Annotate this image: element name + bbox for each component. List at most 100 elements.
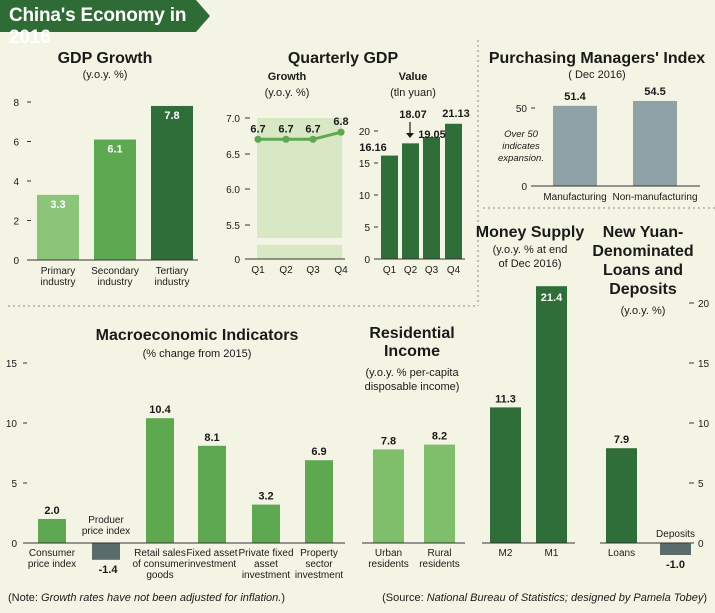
line-subtitle: (y.o.y. %) [265, 87, 310, 99]
y-tick-label: 0 [698, 539, 704, 550]
y-tick-label: 5 [11, 479, 17, 490]
x-tick-label: of consumer [132, 559, 188, 570]
data-label: 3.2 [258, 491, 273, 503]
data-label: 51.4 [564, 91, 586, 103]
note-text: (Note: Growth rates have not been adjust… [8, 592, 285, 604]
plot-area [257, 245, 342, 259]
y-tick-label: 5.5 [226, 221, 240, 232]
bar [633, 100, 677, 186]
data-point [282, 135, 290, 143]
x-tick-label: Q2 [279, 265, 293, 276]
title-banner-shape [0, 0, 210, 32]
data-point [309, 135, 317, 143]
y-tick-label: 50 [516, 104, 528, 115]
data-point [337, 128, 345, 136]
macro-title: Macroeconomic Indicators [96, 327, 299, 344]
x-tick-label: Tertiary [156, 266, 189, 277]
bar [94, 139, 136, 260]
bar [151, 105, 193, 260]
x-tick-label: price index [28, 559, 76, 570]
gdp-growth-title: GDP Growth [58, 50, 153, 67]
x-tick-label: Q4 [334, 265, 348, 276]
y-tick-label: 10 [6, 419, 18, 430]
y-tick-label: 10 [698, 419, 710, 430]
bar [402, 143, 419, 259]
title-banner: China's Economy in 2016 [0, 0, 210, 48]
bar [38, 519, 66, 543]
y-tick-label: 0 [13, 256, 19, 267]
data-label: 11.3 [495, 393, 516, 405]
pmi-subtitle: ( Dec 2016) [568, 69, 625, 81]
x-tick-label: Loans [608, 548, 635, 559]
y-tick-label: 5 [698, 479, 704, 490]
income-title: Residential [369, 325, 454, 342]
data-label: 6.7 [278, 123, 293, 135]
x-tick-label: Q3 [425, 265, 439, 276]
bar [373, 449, 404, 543]
source-text-part: National Bureau of Statistics; designed … [427, 592, 705, 604]
y-tick-label: 6 [13, 138, 19, 149]
x-tick-label: residents [419, 559, 460, 570]
data-label: -1.4 [99, 564, 119, 576]
data-label: 19.05 [418, 129, 446, 141]
data-label: 6.8 [333, 116, 348, 128]
data-label: 54.5 [644, 86, 665, 98]
macro-subtitle: (% change from 2015) [143, 348, 252, 360]
x-tick-label: M1 [545, 548, 559, 559]
data-label: 6.9 [311, 446, 326, 458]
note-text-part: Growth rates have not been adjusted for … [41, 592, 281, 604]
x-tick-label: Non-manufacturing [612, 192, 697, 203]
bar [146, 418, 174, 543]
loans-title: Loans and [603, 262, 683, 279]
x-tick-label: Fixed asset [186, 548, 237, 559]
x-tick-label: Produer [88, 515, 124, 526]
bar [198, 445, 226, 543]
x-tick-label: Secondary [91, 266, 139, 277]
data-point [254, 135, 262, 143]
x-tick-label: Rural [428, 548, 452, 559]
source-text: (Source: National Bureau of Statistics; … [382, 592, 707, 604]
bar [536, 286, 567, 543]
page-title: China's Economy in 2016 [9, 5, 187, 48]
y-tick-label: 6.5 [226, 150, 240, 161]
x-tick-label: price index [82, 526, 130, 537]
y-tick-label: 0 [364, 255, 370, 266]
data-label: 10.4 [149, 404, 171, 416]
bar [381, 155, 398, 259]
data-label-arrow [406, 133, 414, 138]
series-line [258, 130, 342, 141]
x-tick-label: investment [295, 570, 344, 581]
x-tick-label: Q4 [447, 265, 461, 276]
y-tick-label: 7.0 [226, 114, 240, 125]
x-tick-label: Q2 [404, 265, 418, 276]
x-tick-label: M2 [499, 548, 513, 559]
x-tick-label: residents [368, 559, 409, 570]
bar [553, 105, 597, 186]
annotation: expansion. [498, 153, 544, 164]
quarterly-gdp-title: Quarterly GDP [288, 50, 399, 67]
source-text-part: (Source: [382, 592, 427, 604]
annotation: indicates [502, 141, 540, 152]
data-label: 16.16 [359, 142, 387, 154]
bar [445, 123, 462, 259]
y-tick-label: 0 [234, 255, 240, 266]
x-tick-label: Consumer [29, 548, 76, 559]
data-label: 3.3 [50, 199, 65, 211]
data-label: 6.1 [107, 144, 122, 156]
data-label: 8.1 [204, 432, 219, 444]
y-tick-label: 0 [11, 539, 17, 550]
data-label: 2.0 [44, 505, 59, 517]
x-tick-label: Manufacturing [543, 192, 606, 203]
x-tick-label: Deposits [656, 529, 695, 540]
data-label: 18.07 [399, 109, 427, 121]
y-tick-label: 15 [359, 159, 371, 170]
income-subtitle: disposable income) [365, 381, 460, 393]
pmi-title: Purchasing Managers' Index [489, 50, 705, 67]
y-tick-label: 0 [521, 182, 527, 193]
bar [37, 194, 79, 260]
x-tick-label: goods [146, 570, 173, 581]
data-label: 6.7 [250, 123, 265, 135]
x-tick-label: Primary [41, 266, 75, 277]
